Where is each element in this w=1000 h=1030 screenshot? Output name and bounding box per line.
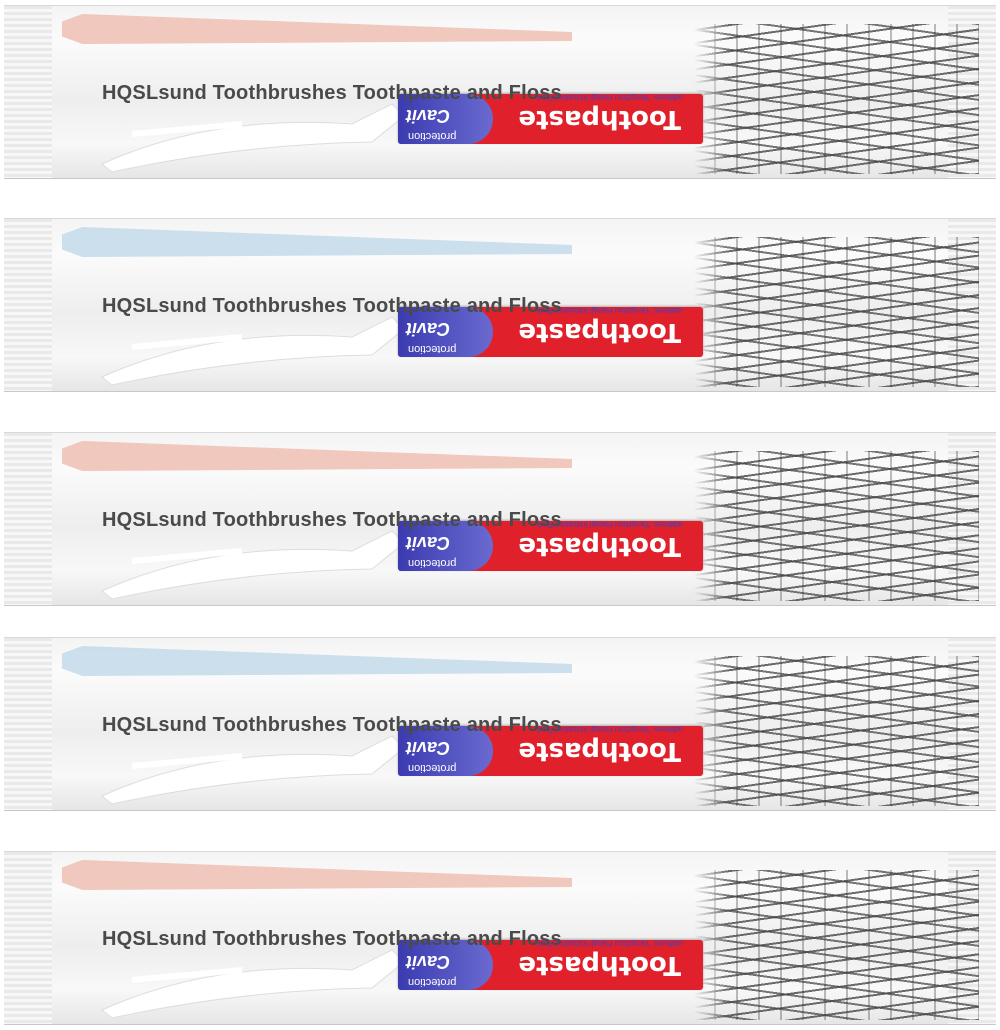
package-label: HQSLsund Toothbrushes Toothpaste and Flo… [102,714,562,736]
package-label: HQSLsund Toothbrushes Toothpaste and Flo… [102,82,562,104]
toothbrush-bristles [694,451,979,601]
tube-label: Toothpaste [518,950,681,980]
tube-brand: Cavit [406,738,451,758]
packet-seal-left [4,852,52,1024]
package-label: HQSLsund Toothbrushes Toothpaste and Flo… [102,295,562,317]
toothbrush-bristles [694,656,979,806]
toothbrush-kit-packet: Toothpaste protection Cavit address: Yan… [4,5,996,179]
tube-brand: Cavit [406,106,451,126]
packet-seal-left [4,6,52,178]
tube-subbrand: protection [408,130,457,142]
toothbrush-handle [62,441,572,471]
tube-subbrand: protection [408,343,457,355]
toothbrush-kit-packet: Toothpaste protection Cavit address: Yan… [4,218,996,392]
tube-label: Toothpaste [518,317,681,347]
floss-pick [101,316,405,386]
toothbrush-handle [62,646,572,676]
toothbrush-handle [62,14,572,44]
floss-pick [101,735,405,805]
package-label: HQSLsund Toothbrushes Toothpaste and Flo… [102,509,562,531]
toothbrush-bristles [694,24,979,174]
package-label: HQSLsund Toothbrushes Toothpaste and Flo… [102,928,562,950]
tube-brand: Cavit [406,952,451,972]
tube-label: Toothpaste [518,531,681,561]
tube-subbrand: protection [408,557,457,569]
floss-pick [101,949,405,1019]
packet-seal-left [4,638,52,810]
toothbrush-handle [62,227,572,257]
tube-label: Toothpaste [518,736,681,766]
toothbrush-bristles [694,870,979,1020]
tube-brand: Cavit [406,319,451,339]
tube-subbrand: protection [408,976,457,988]
tube-label: Toothpaste [518,104,681,134]
toothbrush-kit-packet: Toothpaste protection Cavit address: Yan… [4,432,996,606]
toothbrush-kit-packet: Toothpaste protection Cavit address: Yan… [4,637,996,811]
packet-seal-left [4,219,52,391]
packet-seal-left [4,433,52,605]
toothbrush-kit-packet: Toothpaste protection Cavit address: Yan… [4,851,996,1025]
floss-pick [101,103,405,173]
floss-pick [101,530,405,600]
toothbrush-handle [62,860,572,890]
tube-brand: Cavit [406,533,451,553]
toothbrush-bristles [694,237,979,387]
tube-subbrand: protection [408,762,457,774]
